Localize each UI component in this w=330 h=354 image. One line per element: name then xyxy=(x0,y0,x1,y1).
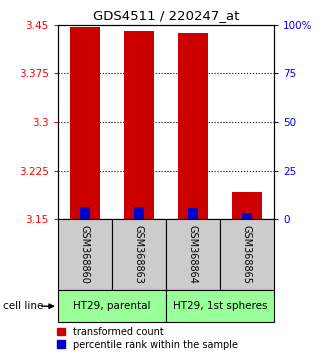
Bar xyxy=(58,219,112,290)
Bar xyxy=(112,219,166,290)
Text: GSM368860: GSM368860 xyxy=(80,225,90,284)
Bar xyxy=(232,192,262,219)
Text: GSM368863: GSM368863 xyxy=(134,225,144,284)
Bar xyxy=(124,31,154,219)
Bar xyxy=(242,213,252,219)
Bar xyxy=(188,208,198,219)
Bar xyxy=(166,219,220,290)
Text: GSM368865: GSM368865 xyxy=(242,225,252,284)
Bar xyxy=(70,27,100,219)
Bar xyxy=(166,290,274,322)
Text: GSM368864: GSM368864 xyxy=(188,225,198,284)
Title: GDS4511 / 220247_at: GDS4511 / 220247_at xyxy=(93,9,239,22)
Bar xyxy=(80,206,90,219)
Bar xyxy=(134,206,144,219)
Text: HT29, 1st spheres: HT29, 1st spheres xyxy=(173,301,267,311)
Text: cell line: cell line xyxy=(3,301,44,311)
Bar xyxy=(220,219,274,290)
Bar xyxy=(178,33,208,219)
Legend: transformed count, percentile rank within the sample: transformed count, percentile rank withi… xyxy=(56,326,239,350)
Text: HT29, parental: HT29, parental xyxy=(73,301,150,311)
Bar xyxy=(58,290,166,322)
